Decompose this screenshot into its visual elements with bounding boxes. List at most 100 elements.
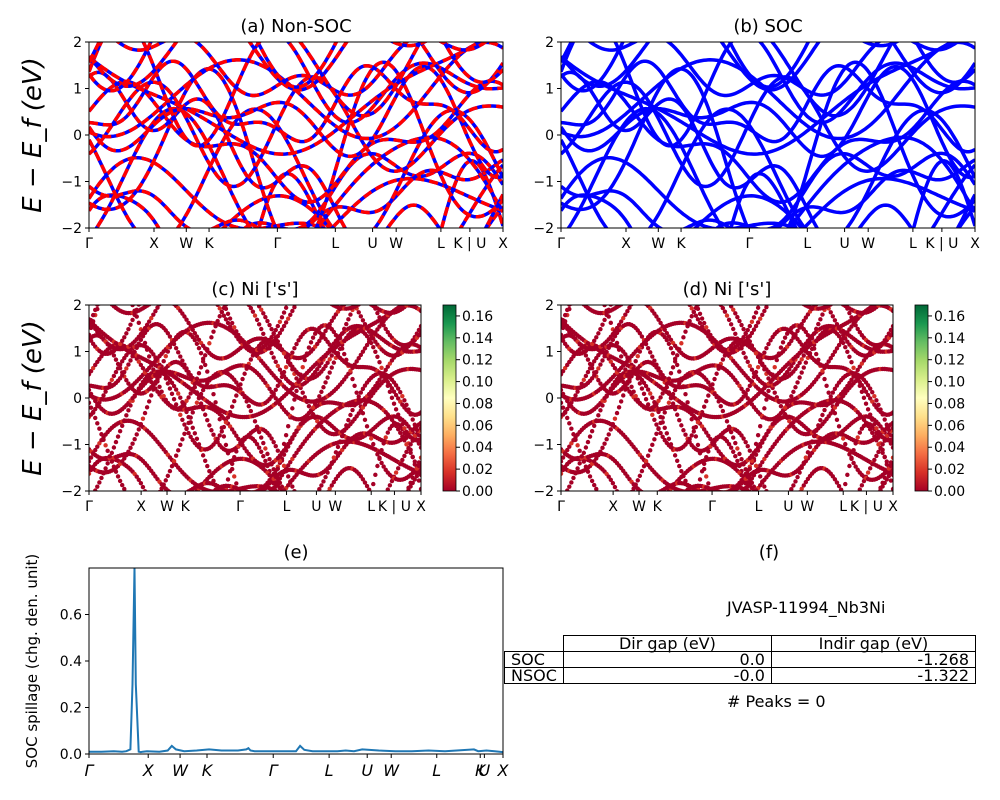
band-point: [292, 305, 297, 310]
band-point: [277, 330, 283, 336]
band-point: [853, 464, 858, 469]
band-point: [221, 424, 227, 430]
band-point: [159, 486, 164, 491]
band-point: [838, 339, 844, 345]
band-point: [772, 390, 777, 395]
band-point: [795, 380, 800, 385]
band-point: [836, 342, 842, 348]
band-point: [354, 390, 359, 395]
band-point: [760, 479, 765, 484]
band-point: [847, 463, 852, 469]
band-point: [741, 394, 746, 399]
band-point: [836, 424, 842, 429]
band-point: [828, 394, 833, 399]
band-point: [654, 362, 659, 367]
band-point: [836, 483, 842, 489]
band-point: [641, 380, 647, 385]
band-point: [124, 413, 129, 418]
band-point: [567, 444, 572, 449]
band-point: [606, 432, 611, 437]
band-point: [114, 493, 118, 497]
band-point: [93, 415, 98, 421]
band-point: [847, 452, 852, 457]
band-point: [406, 485, 411, 491]
band-point: [275, 363, 281, 369]
band-point: [561, 368, 566, 374]
band-point: [120, 482, 125, 488]
band-point: [387, 389, 393, 395]
band-point: [870, 390, 875, 395]
band-point: [766, 493, 770, 497]
band-point: [358, 352, 364, 358]
band-point: [221, 434, 227, 439]
band-point: [418, 323, 421, 329]
band-point: [200, 387, 206, 393]
band-point: [236, 436, 241, 442]
band-point: [818, 417, 823, 423]
band-point: [178, 492, 182, 496]
band-point: [242, 371, 247, 376]
band-point: [670, 350, 676, 356]
band-point: [288, 312, 293, 318]
band-point: [654, 491, 658, 495]
colorbar-tick-label: 0.16: [462, 309, 493, 325]
band-point: [354, 359, 359, 364]
x-tick-label: Γ: [236, 499, 244, 515]
band-point: [652, 437, 657, 442]
band-line: [692, 194, 975, 228]
band-point: [362, 417, 368, 423]
band-point: [416, 433, 421, 438]
band-point: [652, 417, 657, 422]
band-point: [151, 383, 156, 388]
band-point: [310, 335, 316, 340]
band-point: [155, 305, 160, 310]
band-point: [675, 412, 680, 417]
band-point: [637, 381, 643, 386]
band-point: [691, 429, 696, 434]
band-point: [822, 365, 827, 371]
band-point: [219, 429, 224, 434]
band-point: [809, 439, 815, 444]
band-point: [254, 317, 260, 323]
band-point: [890, 308, 893, 314]
band-point: [155, 379, 160, 384]
band-point: [641, 463, 647, 469]
band-point: [658, 369, 663, 375]
band-point: [739, 492, 743, 496]
band-point: [888, 478, 893, 483]
band-point: [791, 389, 796, 395]
band-point: [263, 314, 268, 320]
band-point: [250, 309, 256, 314]
band-point: [596, 377, 601, 383]
band-point: [317, 394, 322, 399]
band-point: [683, 391, 688, 397]
band-point: [888, 433, 893, 438]
band-point: [198, 350, 204, 356]
band-point: [113, 439, 119, 445]
band-point: [267, 492, 271, 496]
band-point: [142, 340, 148, 346]
band-line-dashed: [89, 59, 503, 154]
band-point: [281, 323, 287, 329]
band-point: [130, 441, 135, 446]
band-point: [136, 341, 141, 346]
band-point: [643, 490, 645, 491]
band-point: [656, 398, 661, 404]
band-point: [706, 380, 711, 385]
band-point: [105, 298, 109, 302]
band-point: [310, 405, 316, 410]
band-point: [277, 343, 283, 348]
band-point: [188, 434, 193, 440]
band-point: [398, 390, 403, 395]
band-line-dashed: [89, 79, 503, 204]
band-point: [737, 451, 742, 457]
band-point: [215, 436, 220, 442]
band-point: [292, 346, 297, 351]
band-point: [213, 439, 218, 445]
band-point: [271, 467, 276, 472]
band-point: [140, 366, 146, 371]
band-point: [418, 425, 421, 431]
band-point: [633, 359, 638, 364]
band-point: [608, 320, 613, 326]
band-point: [286, 301, 290, 305]
